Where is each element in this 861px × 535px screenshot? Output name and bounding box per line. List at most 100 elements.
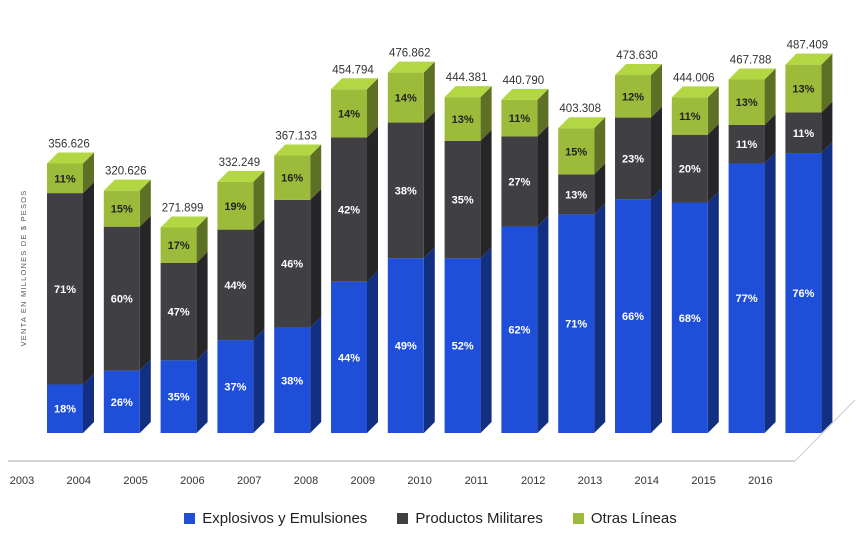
bar-top-face <box>501 88 549 100</box>
bar-segment-otras <box>103 190 140 227</box>
pct-label-militares: 20% <box>679 164 701 176</box>
bar-segment-explosivos <box>671 202 708 433</box>
total-label: 271.899 <box>162 203 204 215</box>
bar-segment-otras <box>331 89 367 138</box>
pct-label-explosivos: 44% <box>338 352 360 364</box>
pct-label-militares: 23% <box>622 153 644 165</box>
bar-segment-militares <box>501 136 538 227</box>
bar-side-otras <box>707 86 719 135</box>
bar-side-militares <box>83 182 94 385</box>
bar-segment-explosivos <box>728 163 765 434</box>
bar-side-otras <box>310 144 322 200</box>
bar-side-otras <box>423 61 435 123</box>
bar-side-militares <box>537 125 549 227</box>
x-tick-label: 2010 <box>407 475 431 487</box>
legend: Explosivos y Emulsiones Productos Milita… <box>0 510 861 527</box>
bar-side-explosivos <box>707 191 719 433</box>
bar-top-face <box>671 86 719 98</box>
total-label: 454.794 <box>332 64 374 76</box>
bar-side-explosivos <box>594 203 606 433</box>
bar-side-otras <box>537 88 549 137</box>
bar-segment-militares <box>558 174 595 215</box>
pct-label-otras: 13% <box>792 84 814 96</box>
bar-segment-militares <box>387 122 424 259</box>
x-tick-label: 2015 <box>691 475 715 487</box>
bar-segment-explosivos <box>558 214 595 433</box>
x-tick-label: 2007 <box>237 475 261 487</box>
legend-item-explosivos: Explosivos y Emulsiones <box>184 510 367 527</box>
bar-segment-explosivos <box>785 153 822 433</box>
x-tick-label: 2016 <box>748 475 772 487</box>
pct-label-explosivos: 66% <box>622 311 644 323</box>
x-tick-label: 2012 <box>521 475 545 487</box>
legend-item-otras: Otras Líneas <box>572 510 677 527</box>
bar-side-militares <box>310 188 322 328</box>
bar-top-face <box>558 117 606 129</box>
bar-side-explosivos <box>310 316 322 433</box>
bar-segment-militares <box>274 199 311 328</box>
bar-side-militares <box>764 113 776 164</box>
bar-side-explosivos <box>423 247 435 433</box>
bar-segment-militares <box>103 226 140 371</box>
pct-label-otras: 13% <box>736 97 758 109</box>
pct-label-explosivos: 26% <box>111 397 133 409</box>
bar-side-militares <box>821 101 833 154</box>
pct-label-explosivos: 68% <box>679 313 701 325</box>
legend-label-militares: Productos Militares <box>415 510 543 527</box>
bar-segment-explosivos <box>501 226 538 433</box>
pct-label-otras: 11% <box>54 173 76 185</box>
x-tick-label: 2005 <box>123 475 147 487</box>
bar-side-explosivos <box>764 152 776 434</box>
legend-item-militares: Productos Militares <box>397 510 543 527</box>
pct-label-otras: 13% <box>452 114 474 126</box>
bar-side-militares <box>367 126 378 282</box>
x-tick-label: 2014 <box>635 475 659 487</box>
bars-group: 18% 71% 11% 26% 60% 15% 35% 47% 17% 37% 44% 19% 38% 4… <box>47 53 833 434</box>
bar-side-otras <box>480 86 492 141</box>
bar-top-face <box>444 86 492 98</box>
legend-label-explosivos: Explosivos y Emulsiones <box>202 510 368 527</box>
bar-top-face <box>160 216 208 228</box>
pct-label-otras: 15% <box>565 146 587 158</box>
bar-top-face <box>103 179 151 191</box>
total-label: 473.630 <box>616 50 658 62</box>
bar-segment-otras <box>160 227 197 263</box>
pct-label-otras: 11% <box>679 111 701 123</box>
pct-label-militares: 13% <box>565 189 587 201</box>
bar-side-explosivos <box>821 142 833 433</box>
x-tick-label: 2011 <box>465 475 489 487</box>
total-label: 444.006 <box>673 72 715 84</box>
bar-segment-explosivos <box>274 327 311 433</box>
x-tick-label: 2013 <box>578 475 602 487</box>
bar-segment-explosivos <box>615 199 651 433</box>
pct-label-explosivos: 38% <box>281 375 303 387</box>
bar-segment-otras <box>217 181 254 230</box>
bar-segment-otras <box>671 97 708 135</box>
bar-top-face <box>387 61 435 73</box>
legend-label-otras: Otras Líneas <box>590 510 677 527</box>
bar-segment-militares <box>160 262 197 361</box>
total-label: 467.788 <box>730 54 772 66</box>
pct-label-otras: 14% <box>338 108 360 120</box>
pct-label-militares: 27% <box>508 176 530 188</box>
total-label: 367.133 <box>275 131 317 143</box>
pct-label-militares: 44% <box>224 280 246 292</box>
bar-side-explosivos <box>537 215 549 433</box>
total-labels: 356.626 320.626 271.899 332.249 367.133 454.7… <box>48 40 828 215</box>
total-label: 403.308 <box>559 103 601 115</box>
pct-label-militares: 60% <box>111 294 133 306</box>
bar-segment-militares <box>47 193 83 385</box>
pct-label-otras: 14% <box>395 93 417 105</box>
bar-segment-otras <box>444 97 481 141</box>
bar-segment-militares <box>615 117 651 200</box>
pct-label-militares: 46% <box>281 259 303 271</box>
pct-label-otras: 16% <box>281 173 303 185</box>
bar-side-otras <box>196 216 208 263</box>
bar-side-explosivos <box>651 188 662 433</box>
pct-label-explosivos: 35% <box>168 392 190 404</box>
pct-label-explosivos: 37% <box>224 382 246 394</box>
pct-label-explosivos: 49% <box>395 341 417 353</box>
bar-top-face <box>331 78 378 90</box>
total-label: 440.790 <box>503 75 545 87</box>
bar-side-explosivos <box>367 270 378 433</box>
